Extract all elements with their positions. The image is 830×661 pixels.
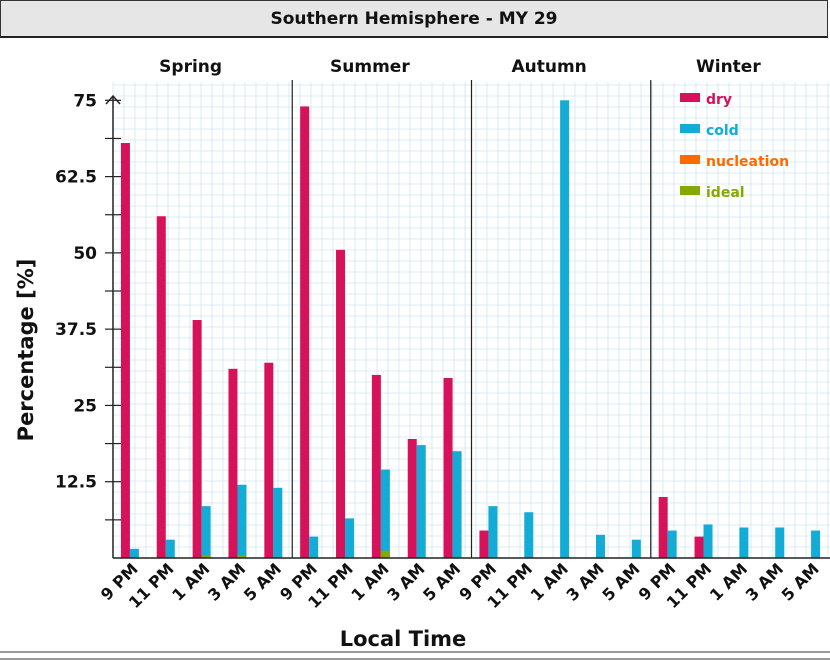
bar-dry	[371, 374, 381, 558]
x-tick-label: 3 AM	[383, 559, 428, 604]
bar-dry	[407, 439, 417, 558]
bar-dry	[156, 216, 166, 558]
legend-swatch-dry	[680, 93, 700, 102]
x-tick-label: 3 AM	[742, 559, 787, 604]
bar-cold	[739, 527, 749, 558]
bar-cold	[129, 548, 139, 558]
bar-cold	[775, 527, 785, 558]
bar-cold	[345, 518, 355, 558]
panel-title: Autumn	[511, 57, 586, 77]
bar-cold	[811, 530, 821, 558]
legend: dry cold nucleation ideal	[680, 92, 789, 201]
x-tick-label: 3 AM	[563, 559, 608, 604]
panel-title: Spring	[159, 57, 222, 77]
bar-cold	[667, 530, 677, 558]
bar-cold	[560, 100, 570, 559]
bar-dry	[300, 106, 310, 559]
bar-dry	[694, 536, 704, 558]
panel-title: Summer	[330, 57, 410, 77]
x-tick-label: 5 AM	[240, 559, 285, 604]
x-tick-label: 5 AM	[419, 559, 464, 604]
panel-title: Winter	[696, 57, 761, 77]
bar-cold	[452, 451, 462, 558]
y-tick-label: 50	[73, 244, 97, 264]
x-tick-label: 5 AM	[778, 559, 823, 604]
legend-swatch-cold	[680, 124, 700, 133]
bar-cold	[201, 506, 211, 558]
bar-cold	[380, 469, 390, 558]
bar-dry	[479, 530, 489, 558]
y-tick-label: 75	[73, 91, 97, 111]
legend-label-ideal: ideal	[706, 185, 745, 201]
x-tick-label: 3 AM	[204, 559, 249, 604]
x-axis-label: Local Time	[340, 627, 467, 651]
bar-ideal	[380, 550, 390, 558]
y-axis-arrow	[105, 94, 121, 105]
y-tick-label: 25	[73, 396, 97, 416]
bar-cold	[416, 445, 426, 558]
bar-dry	[120, 143, 130, 558]
bar-cold	[309, 536, 319, 558]
bar-cold	[703, 524, 713, 558]
x-tick-label: 1 AM	[347, 559, 392, 604]
y-tick-label: 12.5	[55, 473, 97, 493]
bar-cold	[631, 539, 641, 558]
bar-dry	[264, 362, 274, 558]
legend-swatch-nucleation	[680, 155, 700, 164]
bar-cold	[488, 506, 498, 558]
x-tick-label: 1 AM	[527, 559, 572, 604]
bar-cold	[165, 539, 175, 558]
bar-dry	[192, 320, 202, 558]
y-axis-label: Percentage [%]	[14, 259, 38, 442]
bar-ideal	[201, 554, 211, 558]
bar-cold	[595, 534, 605, 558]
bar-dry	[658, 496, 668, 558]
chart-title: Southern Hemisphere - MY 29	[0, 0, 828, 38]
legend-label-cold: cold	[706, 123, 739, 139]
bar-dry	[443, 377, 453, 558]
bar-cold	[524, 512, 534, 558]
bar-cold	[237, 484, 247, 558]
legend-swatch-ideal	[680, 186, 700, 195]
x-tick-label: 1 AM	[168, 559, 213, 604]
x-tick-label: 5 AM	[598, 559, 643, 604]
bar-dry	[228, 368, 238, 558]
axes-layer	[105, 80, 830, 559]
bar-ideal	[237, 554, 247, 558]
legend-label-dry: dry	[706, 92, 732, 108]
bars-layer	[120, 100, 821, 559]
x-tick-label: 1 AM	[706, 559, 751, 604]
bar-cold	[273, 487, 283, 558]
y-tick-label: 37.5	[55, 320, 97, 340]
legend-label-nucleation: nucleation	[706, 154, 789, 170]
y-tick-label: 62.5	[55, 168, 97, 188]
bar-dry	[336, 249, 346, 559]
